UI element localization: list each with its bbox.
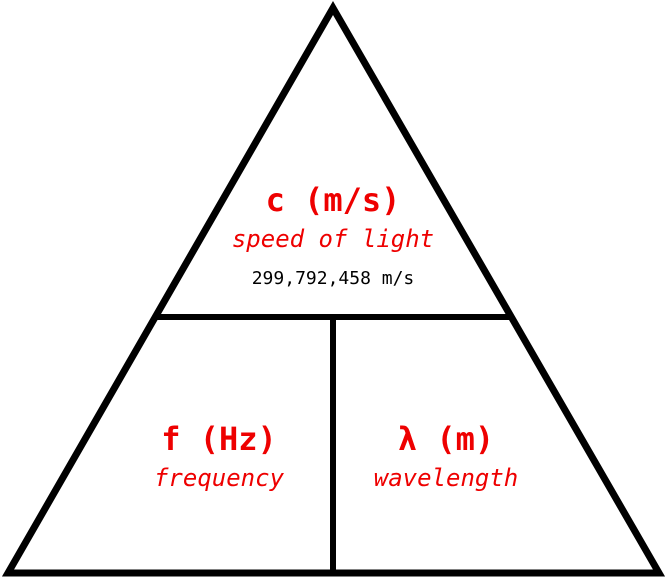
- wavelength-symbol: λ (m): [397, 420, 495, 458]
- speed-of-light-symbol: c (m/s): [265, 181, 401, 219]
- speed-of-light-description: speed of light: [231, 225, 435, 253]
- speed-of-light-value: 299,792,458 m/s: [251, 268, 415, 289]
- wavelength-description: wavelength: [373, 464, 519, 492]
- frequency-symbol: f (Hz): [161, 420, 277, 458]
- frequency-description: frequency: [153, 464, 285, 492]
